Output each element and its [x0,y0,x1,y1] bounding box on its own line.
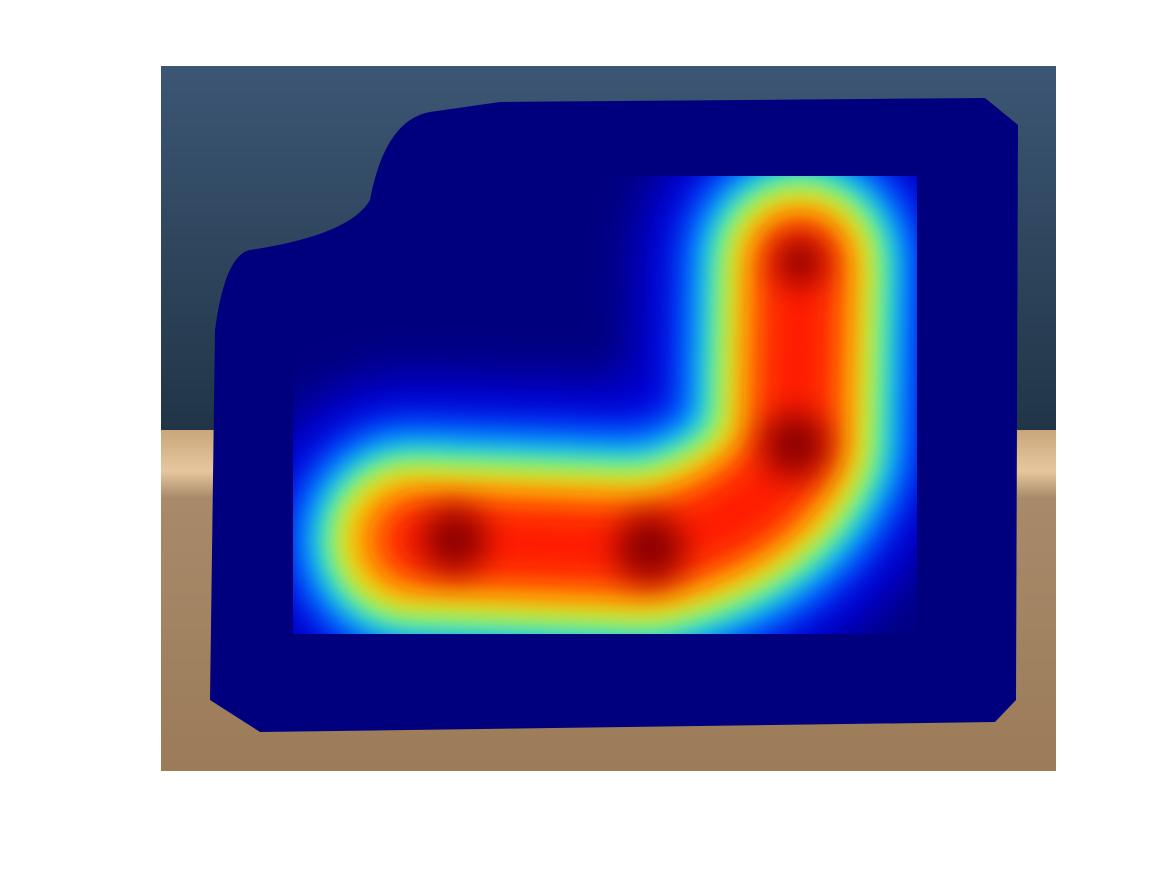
heat-peak [616,514,684,582]
heat-peak [776,238,824,286]
heat-overlay [210,98,1018,732]
heat-peak [763,413,827,477]
heat-peak [423,508,487,572]
